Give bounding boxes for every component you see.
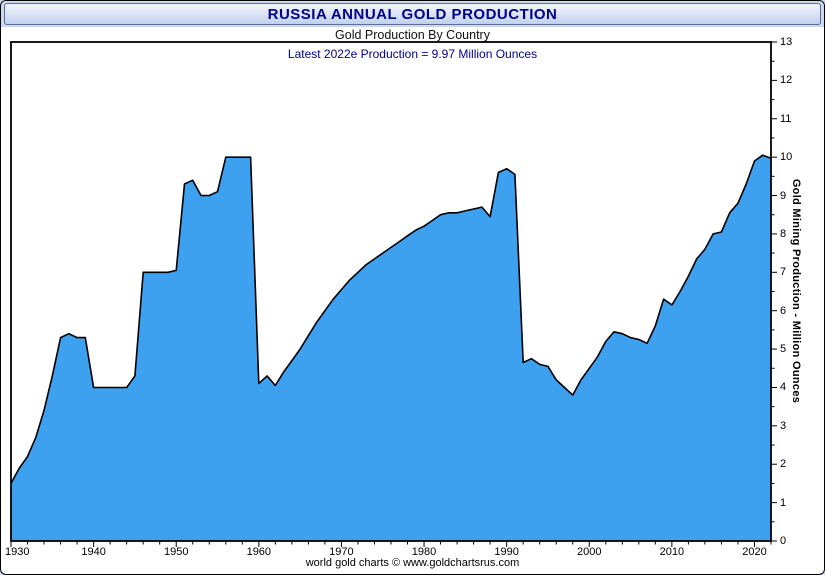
y-axis-tick-label: 11 xyxy=(780,112,792,125)
y-axis-tick-label: 0 xyxy=(780,535,787,547)
latest-production-annotation: Latest 2022e Production = 9.97 Million O… xyxy=(287,47,538,61)
y-axis-tick-label: 12 xyxy=(780,74,793,87)
y-axis-title: Gold Mining Production - Million Ounces xyxy=(790,178,802,404)
footer-credit: world gold charts © www.goldchartsrus.co… xyxy=(305,557,520,569)
y-axis-tick-label: 3 xyxy=(780,419,787,432)
plot-area xyxy=(11,42,771,541)
y-axis-tick-label: 1 xyxy=(780,496,787,509)
chart-title-bar: RUSSIA ANNUAL GOLD PRODUCTION xyxy=(4,3,821,25)
y-axis-tick-label: 10 xyxy=(780,151,793,164)
y-axis-tick-label: 7 xyxy=(780,266,787,279)
y-axis-tick-label: 8 xyxy=(780,227,787,240)
y-axis-tick-label: 4 xyxy=(780,381,787,394)
chart-title: RUSSIA ANNUAL GOLD PRODUCTION xyxy=(267,5,558,23)
y-axis-tick-label: 9 xyxy=(780,189,787,202)
header-strip: RUSSIA ANNUAL GOLD PRODUCTION xyxy=(1,1,824,27)
y-axis-tick-label: 5 xyxy=(780,343,787,356)
y-axis-tick-label: 6 xyxy=(780,304,787,317)
chart-subtitle: Gold Production By Country xyxy=(335,28,490,42)
y-axis-tick-label: 2 xyxy=(780,458,787,471)
